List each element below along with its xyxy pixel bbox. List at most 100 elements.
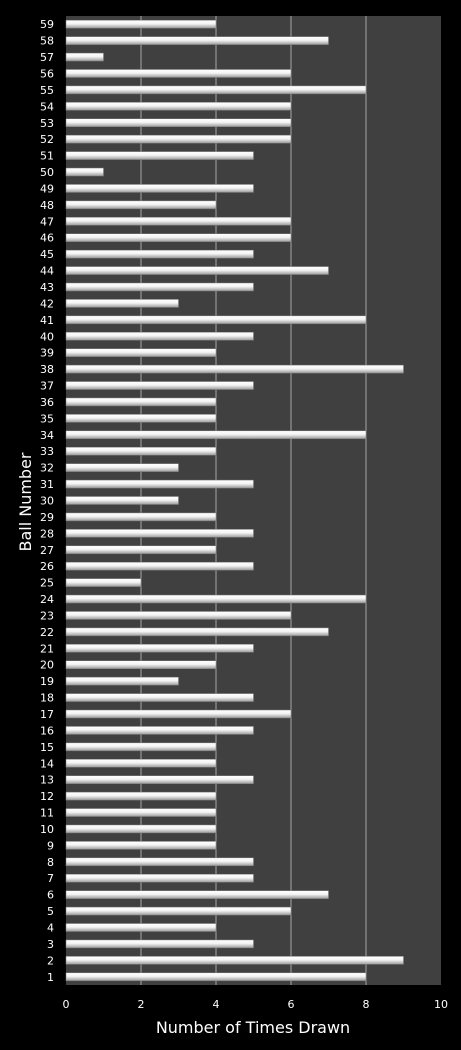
bar-ball-47 [65, 217, 292, 226]
y-tick-label-26: 26 [40, 560, 54, 573]
bar-ball-53 [65, 118, 292, 128]
bar-ball-13 [65, 775, 254, 784]
bar-ball-16 [65, 726, 254, 735]
y-tick-label-56: 56 [40, 67, 54, 80]
bar-ball-50 [65, 167, 104, 177]
bar-ball-35 [65, 414, 217, 423]
bar-ball-40 [65, 332, 254, 341]
bar-ball-14 [65, 759, 217, 768]
bar-ball-22 [65, 627, 329, 637]
y-tick-label-38: 38 [40, 363, 54, 376]
bar-ball-17 [65, 709, 292, 719]
y-tick-label-40: 40 [40, 330, 54, 343]
bar-ball-5 [65, 906, 292, 916]
bar-ball-36 [65, 397, 217, 407]
y-tick-label-52: 52 [40, 133, 54, 146]
bar-ball-52 [65, 134, 292, 144]
y-tick-label-39: 39 [40, 347, 54, 360]
x-tick-label-2: 2 [138, 998, 145, 1011]
bar-ball-34 [65, 430, 367, 440]
y-tick-label-5: 5 [47, 905, 54, 918]
y-tick-label-1: 1 [47, 971, 54, 984]
y-tick-label-34: 34 [40, 429, 54, 442]
y-tick-label-20: 20 [40, 659, 54, 672]
y-tick-label-49: 49 [40, 182, 54, 195]
bar-ball-49 [65, 184, 254, 193]
y-tick-label-27: 27 [40, 544, 54, 557]
bar-ball-26 [65, 561, 254, 571]
y-tick-label-55: 55 [40, 84, 54, 97]
x-tick-label-4: 4 [213, 998, 220, 1011]
bar-ball-57 [65, 52, 104, 62]
y-tick-label-50: 50 [40, 166, 54, 179]
bar-ball-15 [65, 742, 217, 752]
bar-ball-56 [65, 69, 292, 78]
x-tick-label-10: 10 [434, 998, 448, 1011]
bar-ball-58 [65, 36, 329, 45]
y-tick-label-37: 37 [40, 380, 54, 393]
y-tick-label-6: 6 [47, 889, 54, 902]
y-tick-label-48: 48 [40, 199, 54, 212]
y-tick-label-41: 41 [40, 314, 54, 327]
y-tick-label-25: 25 [40, 577, 54, 590]
bar-ball-51 [65, 151, 254, 160]
bar-ball-41 [65, 315, 367, 325]
y-tick-label-3: 3 [47, 938, 54, 951]
y-tick-label-18: 18 [40, 692, 54, 705]
x-tick-label-0: 0 [63, 998, 70, 1011]
bar-ball-3 [65, 939, 254, 949]
y-tick-label-36: 36 [40, 396, 54, 409]
y-tick-label-58: 58 [40, 35, 54, 48]
bar-ball-7 [65, 873, 254, 883]
bar-ball-55 [65, 85, 367, 95]
bar-ball-19 [65, 676, 179, 686]
y-tick-label-4: 4 [47, 922, 54, 935]
bar-ball-37 [65, 381, 254, 390]
y-tick-label-12: 12 [40, 790, 54, 803]
bar-ball-43 [65, 282, 254, 292]
y-tick-label-43: 43 [40, 281, 54, 294]
y-tick-label-30: 30 [40, 495, 54, 508]
bar-ball-33 [65, 446, 217, 456]
y-tick-label-10: 10 [40, 823, 54, 836]
y-tick-label-7: 7 [47, 872, 54, 885]
bar-ball-29 [65, 512, 217, 522]
bar-ball-1 [65, 972, 367, 982]
bar-ball-28 [65, 529, 254, 538]
y-tick-label-2: 2 [47, 954, 54, 967]
bar-ball-25 [65, 578, 142, 587]
y-tick-label-17: 17 [40, 708, 54, 721]
bar-ball-9 [65, 841, 217, 850]
bar-ball-8 [65, 857, 254, 867]
bar-ball-12 [65, 791, 217, 801]
bar-ball-48 [65, 200, 217, 210]
bar-ball-24 [65, 594, 367, 604]
bar-ball-46 [65, 233, 292, 242]
bar-ball-10 [65, 824, 217, 834]
bar-ball-30 [65, 496, 179, 505]
y-tick-label-57: 57 [40, 51, 54, 64]
y-tick-label-8: 8 [47, 856, 54, 869]
y-tick-label-45: 45 [40, 248, 54, 261]
bar-ball-23 [65, 611, 292, 620]
bar-ball-27 [65, 545, 217, 555]
bar-ball-31 [65, 479, 254, 489]
y-tick-label-19: 19 [40, 675, 54, 688]
bar-ball-21 [65, 644, 254, 653]
y-tick-label-29: 29 [40, 511, 54, 524]
y-tick-label-23: 23 [40, 609, 54, 622]
x-tick-label-8: 8 [363, 998, 370, 1011]
y-tick-label-11: 11 [40, 807, 54, 820]
bar-ball-42 [65, 299, 179, 308]
y-tick-label-32: 32 [40, 462, 54, 475]
y-tick-label-51: 51 [40, 150, 54, 163]
bar-ball-2 [65, 956, 404, 965]
y-tick-label-59: 59 [40, 18, 54, 31]
x-axis-title: Number of Times Drawn [156, 1018, 350, 1037]
bar-ball-54 [65, 102, 292, 111]
bar-ball-39 [65, 348, 217, 357]
bar-ball-59 [65, 19, 217, 29]
bar-ball-11 [65, 808, 217, 817]
y-tick-label-42: 42 [40, 297, 54, 310]
